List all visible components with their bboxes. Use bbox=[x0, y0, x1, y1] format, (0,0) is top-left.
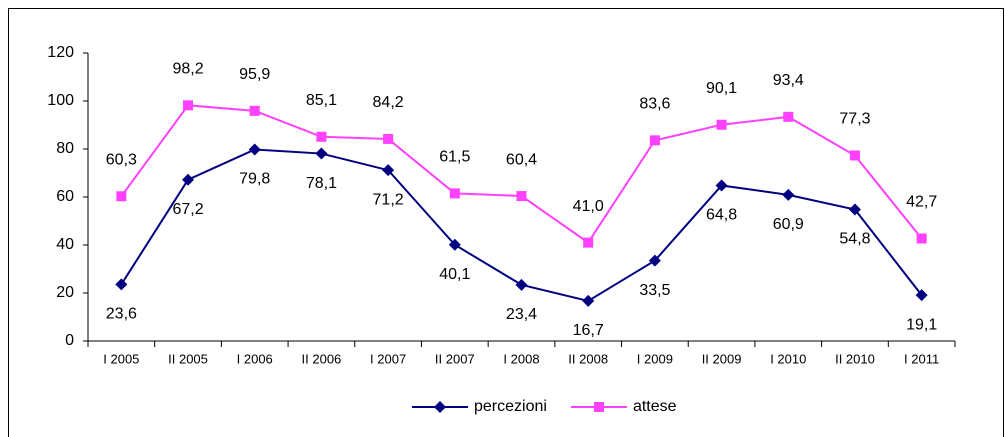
point bbox=[848, 203, 861, 216]
x-tick-label: II 2007 bbox=[435, 351, 475, 366]
data-label: 71,2 bbox=[373, 191, 404, 208]
point bbox=[783, 111, 794, 122]
y-tick-label: 100 bbox=[47, 92, 74, 109]
x-tick-label: I 2008 bbox=[503, 351, 539, 366]
data-label: 83,6 bbox=[639, 96, 670, 113]
data-label: 93,4 bbox=[773, 72, 804, 89]
point bbox=[916, 233, 927, 244]
point bbox=[116, 191, 127, 202]
point bbox=[915, 289, 928, 302]
x-tick-label: II 2005 bbox=[168, 351, 208, 366]
x-tick-label: I 2010 bbox=[770, 351, 806, 366]
point bbox=[649, 135, 660, 146]
data-label: 98,2 bbox=[172, 61, 203, 78]
x-tick-label: II 2009 bbox=[702, 351, 742, 366]
point bbox=[782, 188, 795, 201]
y-tick-label: 80 bbox=[56, 140, 74, 157]
point bbox=[449, 188, 460, 199]
point bbox=[715, 179, 728, 192]
point bbox=[182, 173, 195, 186]
data-label: 19,1 bbox=[906, 316, 937, 333]
data-label: 16,7 bbox=[573, 322, 604, 339]
point bbox=[248, 143, 261, 156]
y-tick-label: 120 bbox=[47, 44, 74, 61]
point bbox=[382, 164, 395, 177]
data-label: 54,8 bbox=[839, 231, 870, 248]
data-label: 67,2 bbox=[172, 201, 203, 218]
point bbox=[515, 278, 528, 291]
data-label: 90,1 bbox=[706, 80, 737, 97]
data-label: 79,8 bbox=[239, 171, 270, 188]
legend-label: attese bbox=[633, 398, 677, 415]
y-tick-label: 0 bbox=[65, 332, 74, 349]
data-label: 95,9 bbox=[239, 66, 270, 83]
data-label: 40,1 bbox=[439, 266, 470, 283]
point bbox=[582, 294, 595, 307]
data-label: 41,0 bbox=[573, 198, 604, 215]
point bbox=[448, 238, 461, 251]
y-tick-label: 20 bbox=[56, 284, 74, 301]
point bbox=[249, 105, 260, 116]
data-label: 61,5 bbox=[439, 149, 470, 166]
data-label: 42,7 bbox=[906, 194, 937, 211]
point bbox=[583, 237, 594, 248]
data-label: 60,9 bbox=[773, 216, 804, 233]
data-label: 60,4 bbox=[506, 151, 537, 168]
data-label: 23,6 bbox=[106, 306, 137, 323]
data-label: 64,8 bbox=[706, 207, 737, 224]
y-tick-label: 40 bbox=[56, 236, 74, 253]
data-label: 23,4 bbox=[506, 306, 537, 323]
data-label: 78,1 bbox=[306, 175, 337, 192]
x-tick-label: II 2006 bbox=[302, 351, 342, 366]
point bbox=[315, 147, 328, 160]
data-label: 33,5 bbox=[639, 282, 670, 299]
legend-marker bbox=[593, 402, 604, 412]
point bbox=[183, 100, 194, 111]
legend-marker bbox=[434, 401, 446, 413]
point bbox=[849, 150, 860, 161]
point bbox=[383, 133, 394, 144]
point bbox=[516, 191, 527, 202]
legend-label: percezioni bbox=[474, 398, 547, 415]
point bbox=[716, 119, 727, 130]
data-label: 77,3 bbox=[839, 111, 870, 128]
data-label: 84,2 bbox=[373, 94, 404, 111]
x-tick-label: I 2009 bbox=[637, 351, 673, 366]
y-tick-label: 60 bbox=[56, 188, 74, 205]
chart-frame bbox=[8, 8, 1004, 437]
x-tick-label: II 2008 bbox=[568, 351, 608, 366]
x-tick-label: II 2010 bbox=[835, 351, 875, 366]
data-label: 85,1 bbox=[306, 92, 337, 109]
x-tick-label: I 2011 bbox=[904, 351, 939, 366]
point bbox=[316, 131, 327, 142]
data-label: 60,3 bbox=[106, 151, 137, 168]
point bbox=[115, 278, 128, 291]
x-tick-label: I 2006 bbox=[237, 351, 273, 366]
x-tick-label: I 2005 bbox=[103, 351, 139, 366]
x-tick-label: I 2007 bbox=[370, 351, 406, 366]
point bbox=[648, 254, 661, 267]
